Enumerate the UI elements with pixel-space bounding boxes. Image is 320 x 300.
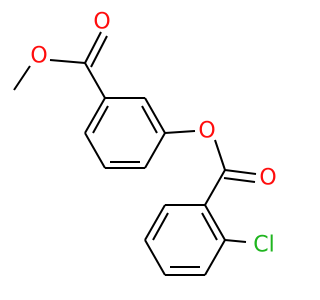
atom-label: O	[259, 166, 276, 191]
atom-label: O	[198, 119, 215, 144]
atom-label: O	[93, 10, 110, 35]
atom-label: O	[30, 44, 47, 69]
bonds	[13, 31, 257, 276]
molecule-diagram: O O O O Cl	[13, 10, 277, 276]
atom-label: Cl	[253, 233, 274, 258]
